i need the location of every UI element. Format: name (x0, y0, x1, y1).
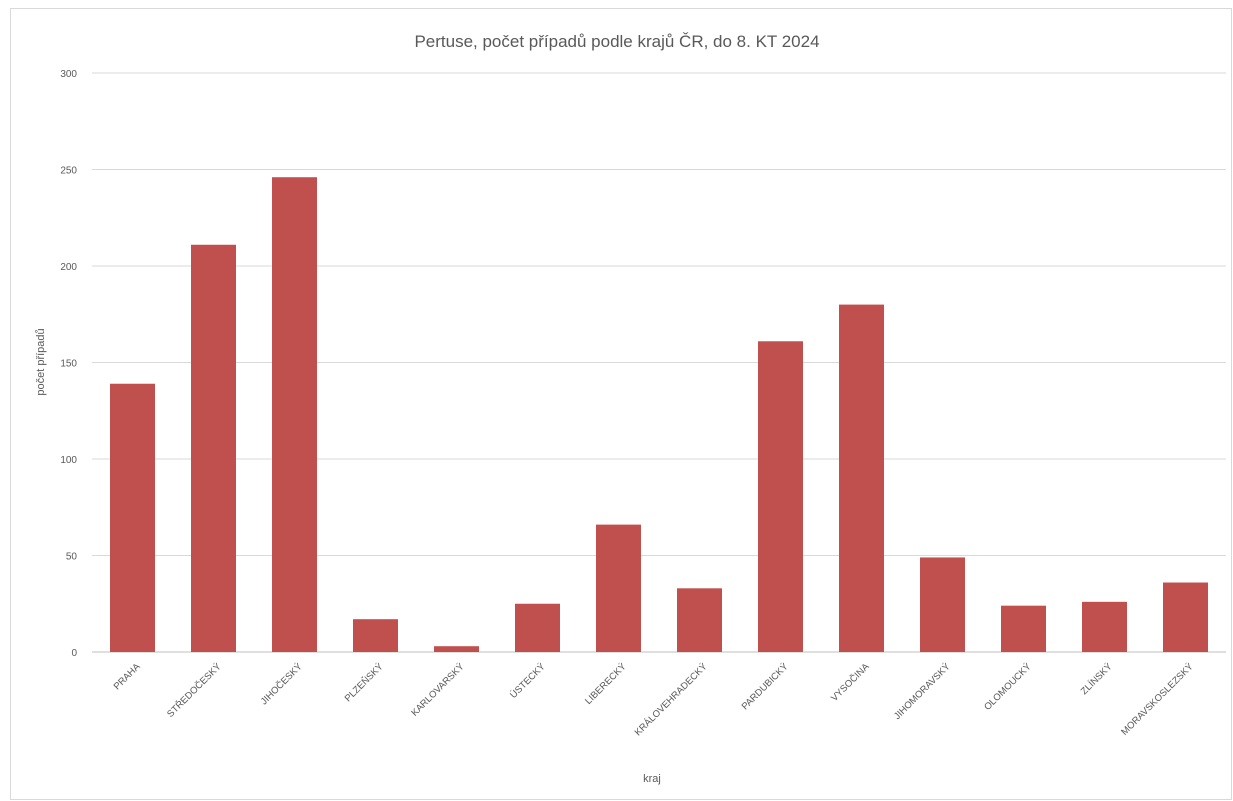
x-tick-label: ZLÍNSKÝ (1079, 661, 1115, 697)
x-tick-label: OLOMOUCKÝ (982, 661, 1034, 713)
x-tick-label: KARLOVARSKÝ (409, 661, 467, 719)
y-tick-label: 50 (66, 552, 78, 563)
bar (191, 244, 236, 652)
x-tick-label: VYSOČINA (829, 661, 872, 704)
bar (434, 646, 479, 652)
y-tick-label: 150 (60, 359, 77, 370)
x-tick-labels: PRAHA STŘEDOČESKÝ JIHOČESKÝ PLZEŇSKÝ KARLOVA… (112, 661, 1196, 738)
bar (839, 304, 884, 652)
bar (110, 383, 155, 652)
bar (677, 588, 722, 652)
y-tick-label: 0 (71, 648, 77, 659)
x-axis-title: kraj (643, 773, 661, 785)
y-tick-labels: 0 50 100 150 200 250 300 (60, 69, 77, 659)
x-tick-label: ÚSTECKÝ (508, 661, 548, 701)
x-tick-label: PARDUBICKÝ (740, 661, 791, 712)
gridlines (92, 72, 1226, 653)
x-tick-label: PRAHA (112, 661, 143, 692)
chart-title: Pertuse, počet případů podle krajů ČR, d… (414, 32, 819, 51)
bar (1001, 605, 1046, 652)
x-tick-label: JIHOMORAVSKÝ (892, 661, 953, 722)
bars (110, 177, 1208, 652)
bar (758, 341, 803, 652)
bar (353, 619, 398, 652)
bar (1082, 601, 1127, 652)
x-tick-label: STŘEDOČESKÝ (165, 661, 224, 720)
x-tick-label: KRÁLOVEHRADECKÝ (633, 661, 710, 738)
x-tick-label: MORAVSKOSLEZSKÝ (1119, 661, 1196, 738)
y-tick-label: 200 (60, 262, 77, 273)
bar (515, 603, 560, 652)
y-axis-title: počet případů (35, 328, 47, 395)
x-tick-label: JIHOČESKÝ (259, 661, 305, 707)
y-tick-label: 300 (60, 69, 77, 80)
y-tick-label: 250 (60, 166, 77, 177)
bar (920, 557, 965, 652)
bar (1163, 582, 1208, 652)
x-tick-label: LIBERECKÝ (583, 661, 629, 707)
bar (272, 177, 317, 652)
bar (596, 524, 641, 652)
y-tick-label: 100 (60, 455, 77, 466)
x-tick-label: PLZEŇSKÝ (343, 661, 386, 704)
